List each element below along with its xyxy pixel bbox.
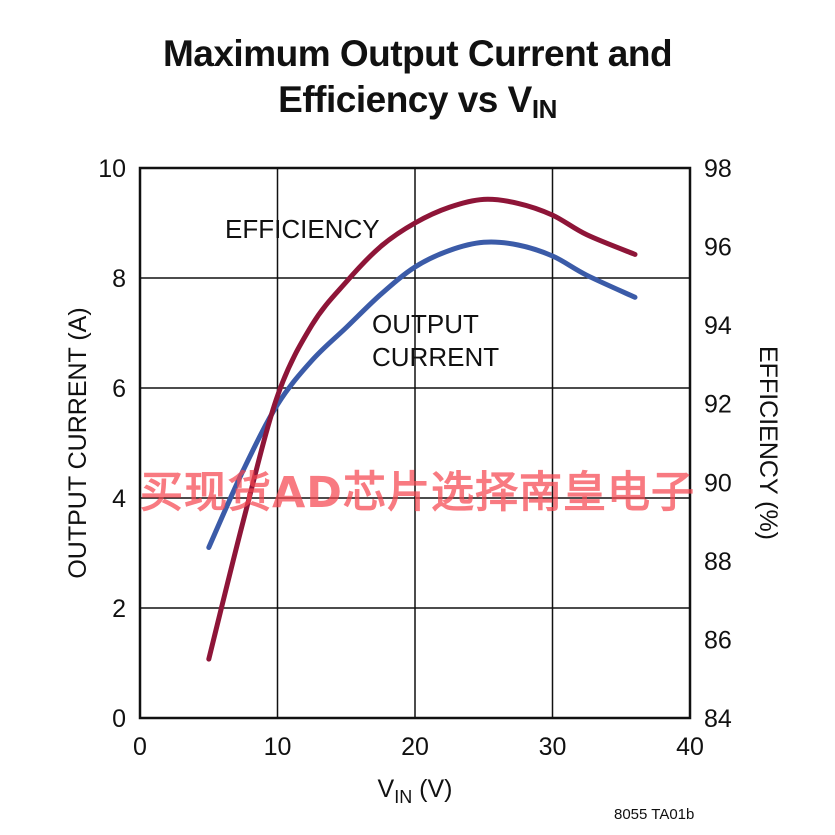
chart-title-line2: Efficiency vs VIN [0,78,835,131]
y-right-tick-84: 84 [704,705,732,733]
y-left-tick-8: 8 [112,265,126,293]
series [206,196,638,662]
y-right-tick-98: 98 [704,155,732,183]
x-tick-10: 10 [264,733,292,761]
figure-code: 8055 TA01b [614,806,695,823]
y-right-tick-94: 94 [704,312,732,340]
chart-title-line1: Maximum Output Current and [162,33,673,74]
x-axis-label-sub: IN [394,787,412,807]
y-left-tick-10: 10 [98,155,126,183]
x-tick-30: 30 [539,733,567,761]
y-left-tick-0: 0 [112,705,126,733]
annotation-output-current-line1: OUTPUT [372,309,479,339]
chart-title-subscript: IN [531,94,558,124]
x-tick-20: 20 [401,733,429,761]
x-axis-label-unit: (V) [412,775,452,803]
y-right-tick-86: 86 [704,626,732,654]
tick-labels: 0 10 20 30 40 0 2 4 6 8 10 84 86 88 90 92 94 96 98 [98,155,732,761]
y-right-tick-90: 90 [704,469,732,497]
x-tick-40: 40 [676,733,704,761]
x-axis-label: VIN (V) [378,775,453,807]
y-right-tick-92: 92 [704,391,732,419]
plot-frame [138,166,692,720]
y-right-tick-96: 96 [704,234,732,262]
annotation-efficiency: EFFICIENCY [225,214,380,244]
annotation-output-current-line2: CURRENT [372,342,499,372]
y-left-tick-4: 4 [112,485,126,513]
series-line-efficiency [206,196,638,662]
y-left-tick-2: 2 [112,595,126,623]
y-left-tick-6: 6 [112,375,126,403]
grid [140,168,690,718]
y-right-tick-88: 88 [704,548,732,576]
y-axis-left-label: OUTPUT CURRENT (A) [64,307,92,578]
x-tick-0: 0 [133,733,147,761]
chart-title-main: Efficiency vs V [278,79,532,120]
x-axis-label-main: V [378,775,395,803]
y-axis-right-label: EFFICIENCY (%) [754,346,782,540]
watermark-text: 买现货AD芯片选择南皇电子 [140,468,695,518]
